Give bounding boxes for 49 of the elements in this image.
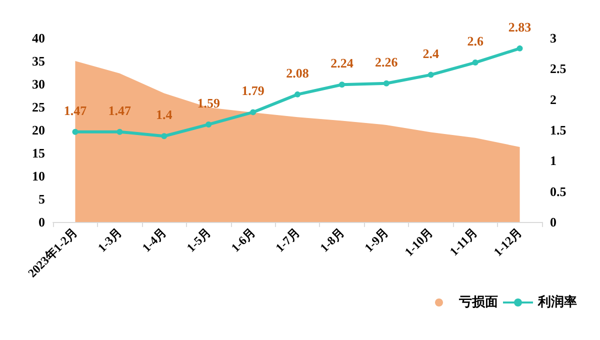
- point: [428, 72, 434, 78]
- point: [72, 128, 78, 135]
- data-label: 2.4: [422, 46, 440, 61]
- x-tick-label: 1-6月: [228, 225, 258, 255]
- point: [472, 60, 478, 66]
- y2-tick-label: 0.5: [550, 184, 567, 199]
- x-tick-label: 1-9月: [362, 225, 392, 255]
- y2-tick-label: 2.5: [550, 61, 567, 76]
- x-tick-label: 1-11月: [446, 225, 480, 259]
- point: [250, 109, 256, 116]
- x-tick-label: 1-4月: [139, 225, 170, 255]
- data-label: 1.59: [197, 95, 220, 110]
- y-tick-label: 20: [32, 122, 45, 138]
- x-tick-label: 1-7月: [272, 225, 302, 255]
- legend-label: 利润率: [537, 294, 577, 310]
- y-tick-label: 15: [32, 146, 46, 160]
- data-label: 2.6: [467, 34, 484, 49]
- x-tick-label: 1-10月: [402, 225, 436, 259]
- y2-tick-label: 1: [550, 153, 556, 168]
- x-tick-label: 1-5月: [184, 225, 214, 255]
- data-label: 2.08: [286, 65, 310, 80]
- y-tick-label: 35: [32, 54, 46, 68]
- y-tick-label: 5: [38, 192, 46, 206]
- y-tick-label: 10: [32, 168, 45, 184]
- point: [116, 128, 123, 135]
- y-tick-label: 30: [32, 76, 45, 92]
- y-tick-label: 25: [32, 100, 46, 114]
- legend-label: 亏损面: [458, 295, 498, 310]
- data-label: 1.4: [156, 107, 173, 122]
- data-label: 1.47: [108, 102, 132, 118]
- point: [206, 121, 212, 128]
- point: [516, 45, 523, 52]
- data-label: 1.79: [242, 83, 265, 98]
- x-tick-label: 1-8月: [317, 225, 347, 255]
- y2-tick-label: 3: [550, 30, 557, 46]
- y2-tick-label: 2: [550, 92, 556, 107]
- x-tick-label: 1-12月: [490, 225, 525, 259]
- x-tick-label: 1-3月: [94, 225, 125, 255]
- y-tick-label: 40: [32, 30, 45, 46]
- y2-tick-label: 1.5: [550, 122, 567, 138]
- point: [294, 91, 300, 98]
- data-label: 2.26: [375, 54, 398, 70]
- point: [338, 82, 345, 88]
- y-tick-label: 0: [38, 214, 45, 230]
- y2-tick-label: 0: [550, 214, 556, 230]
- point: [383, 80, 390, 86]
- data-label: 2.83: [508, 19, 532, 34]
- point: [161, 133, 168, 140]
- data-label: 2.24: [330, 56, 354, 71]
